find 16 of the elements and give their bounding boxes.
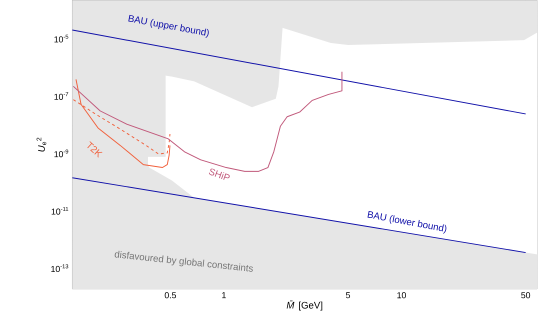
- y-tick-label: 10$^{-11}$: [52, 206, 68, 214]
- y-tick-label: 10$^{-5}$: [54, 34, 68, 42]
- text: SHiP: [208, 168, 230, 180]
- x-tick-label: 10: [397, 292, 406, 298]
- x-tick-label: 1: [222, 292, 226, 298]
- y-tick-label: 10$^{-7}$: [54, 92, 68, 100]
- y-tick-label: 10$^{-9}$: [54, 149, 68, 158]
- x-tick-label: 0.5: [164, 292, 176, 298]
- text: BAU (lower bound): [368, 210, 446, 234]
- x-tick-label: 5: [346, 292, 350, 298]
- y-tick-label: 10$^{-13}$: [51, 264, 68, 272]
- text: T2K: [87, 141, 103, 158]
- x-tick-label: 50: [521, 292, 530, 298]
- annotation: disfavoured by global constraints: [114, 250, 253, 272]
- x-axis-title: M̄ [GeV]: [286, 300, 322, 310]
- text: BAU (upper bound): [128, 14, 209, 38]
